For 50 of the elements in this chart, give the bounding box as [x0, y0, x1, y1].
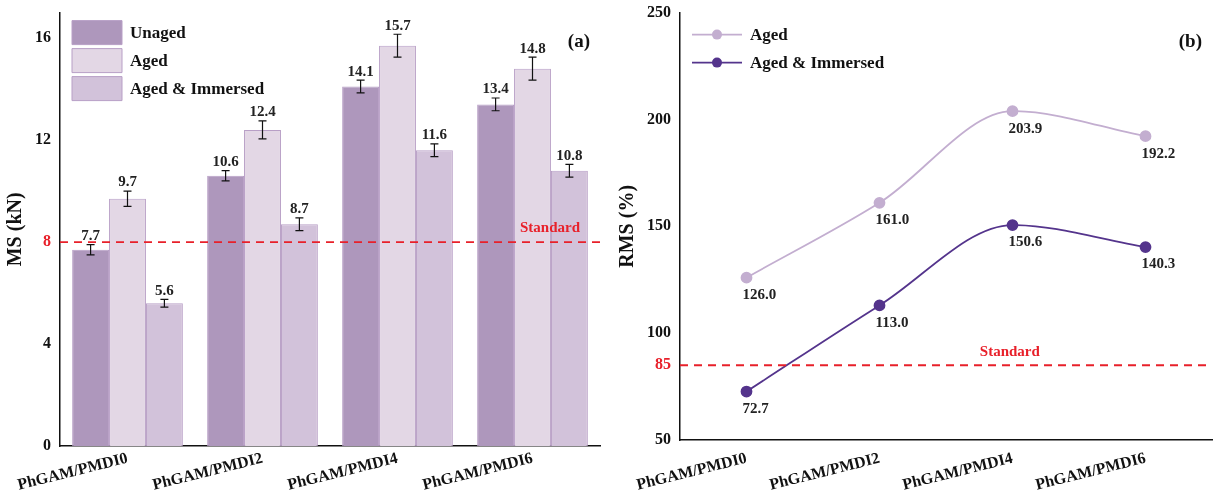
point: [740, 385, 753, 398]
ref-line-label: Standard: [519, 219, 581, 236]
y-tick-label: 0: [43, 436, 51, 454]
y-tick-label: 50: [655, 430, 671, 448]
data-label: 8.7: [290, 200, 310, 217]
data-label: 126.0: [742, 286, 777, 302]
point: [873, 196, 886, 209]
data-label: 14.1: [347, 62, 374, 79]
y-axis-title: RMS (%): [615, 184, 639, 268]
data-label: 10.6: [212, 153, 240, 170]
y-tick-label: 150: [647, 216, 671, 234]
data-label: 161.0: [875, 211, 910, 228]
data-label: 113.0: [875, 313, 909, 330]
y-axis-title: MS (kN): [3, 192, 27, 267]
data-label: 192.2: [1141, 144, 1176, 161]
point: [1006, 219, 1019, 231]
y-tick-label: 8: [43, 232, 51, 250]
data-label: 10.8: [556, 146, 583, 163]
data-label: 5.6: [155, 281, 175, 298]
point: [740, 271, 753, 284]
data-label: 7.7: [81, 227, 101, 244]
point: [1006, 105, 1019, 118]
annotation: (a): [567, 30, 590, 53]
data-label: 9.7: [118, 173, 138, 190]
y-tick-label: 200: [647, 109, 671, 127]
data-label: 203.9: [1008, 119, 1043, 136]
y-tick-label: 85: [655, 355, 671, 373]
data-label: 72.7: [742, 399, 770, 416]
y-tick-label: 4: [43, 334, 51, 352]
annotation: (b): [1178, 30, 1202, 53]
point: [1139, 130, 1152, 143]
y-tick-label: 100: [647, 323, 671, 341]
y-tick-label: 16: [35, 28, 51, 46]
point: [873, 299, 886, 312]
data-label: 14.8: [519, 39, 546, 56]
legend-label: Aged: [750, 24, 789, 44]
legend-label: Unaged: [130, 22, 187, 42]
data-label: 150.6: [1008, 233, 1043, 250]
y-tick-label: 12: [35, 130, 51, 148]
data-label: 15.7: [384, 16, 412, 33]
legend-label: Aged: [130, 50, 169, 70]
legend-label: Aged & Immersed: [750, 52, 885, 72]
y-tick-label: 250: [647, 2, 671, 20]
data-label: 11.6: [421, 126, 448, 143]
ref-line-label: Standard: [979, 342, 1041, 359]
data-label: 13.4: [482, 80, 510, 97]
legend-label: Aged & Immersed: [130, 78, 265, 98]
point: [1139, 241, 1152, 253]
data-label: 12.4: [249, 103, 277, 120]
data-label: 140.3: [1141, 255, 1176, 272]
